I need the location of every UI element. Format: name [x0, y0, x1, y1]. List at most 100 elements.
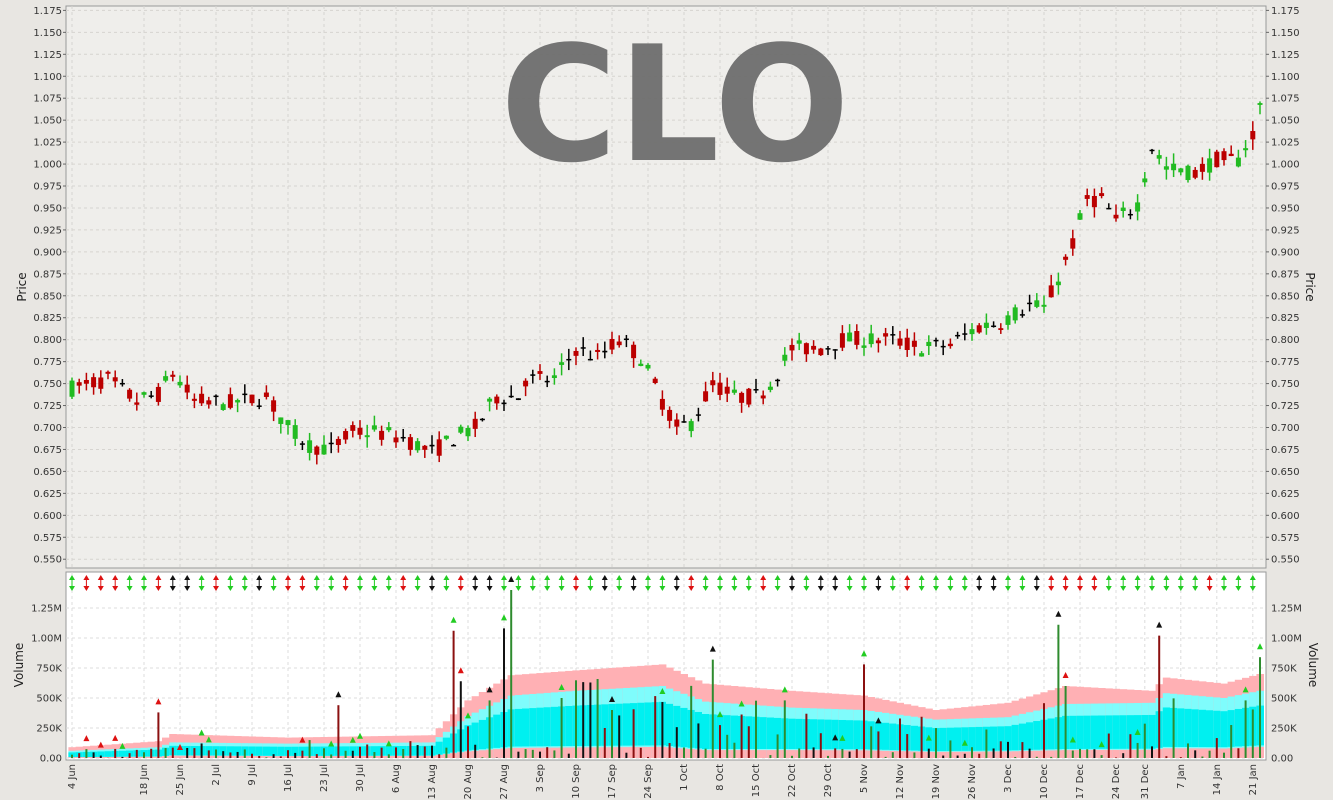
price-tick-label-left: 1.025 — [33, 138, 62, 149]
volume-band-base — [954, 751, 962, 758]
price-tick-label-left: 0.850 — [33, 291, 62, 302]
ohlc-bar-body — [1207, 158, 1213, 173]
volume-band-base — [1162, 748, 1171, 758]
volume-signal-marker — [299, 736, 306, 743]
price-tick-label-right: 0.700 — [1271, 423, 1300, 434]
volume-signal-marker — [1055, 610, 1062, 617]
ohlc-bar-body — [465, 427, 471, 437]
ohlc-bar-body — [775, 379, 781, 382]
volume-band-base — [1047, 750, 1056, 758]
signal-arrow-up — [803, 575, 810, 580]
ohlc-bar-body — [271, 400, 277, 412]
signal-arrow-down — [97, 586, 104, 591]
volume-band-inner — [529, 708, 537, 747]
ohlc-bar-body — [501, 402, 507, 405]
signal-arrow-down — [731, 586, 738, 591]
price-axis-title-right: Price — [1303, 272, 1317, 301]
volume-band-inner — [1162, 707, 1171, 747]
ohlc-bar-body — [206, 400, 212, 405]
volume-band-inner — [522, 708, 530, 747]
volume-band-inner — [234, 746, 242, 756]
volume-band-inner — [946, 727, 955, 751]
volume-band-inner — [975, 726, 984, 751]
ohlc-bar-body — [494, 396, 500, 404]
ohlc-bar-body — [422, 445, 428, 450]
volume-band-inner — [644, 702, 652, 746]
signal-arrow-up — [717, 575, 723, 580]
price-tick-label-right: 1.025 — [1271, 138, 1300, 149]
signal-arrow-up — [558, 575, 565, 580]
ohlc-bar-body — [645, 364, 651, 369]
volume-band-inner — [810, 719, 818, 750]
ohlc-bar-body — [112, 377, 118, 382]
x-tick-label: 12 Nov — [895, 764, 906, 800]
signal-arrow-down — [1019, 586, 1026, 591]
ohlc-bar-body — [746, 388, 752, 405]
ohlc-bar-body — [98, 377, 104, 389]
signal-arrow-up — [184, 575, 191, 580]
volume-tick-label-right: 1.25M — [1271, 604, 1302, 615]
ohlc-bar-body — [753, 389, 759, 391]
volume-band-inner — [889, 723, 897, 751]
signal-arrow-down — [645, 586, 651, 591]
ohlc-bar-body — [616, 341, 622, 346]
ohlc-bar-body — [191, 398, 197, 401]
volume-signal-marker — [457, 667, 464, 674]
volume-signal-marker — [486, 686, 493, 693]
signal-arrow-down — [529, 586, 536, 591]
ohlc-bar-body — [400, 436, 406, 439]
signal-arrow-down — [745, 586, 752, 591]
signal-arrow-up — [976, 575, 983, 580]
volume-signal-marker — [1098, 741, 1105, 748]
x-tick-label: 24 Sep — [643, 764, 654, 799]
signal-arrow-down — [875, 586, 882, 591]
signal-arrow-down — [918, 586, 925, 591]
signal-arrow-down — [429, 586, 435, 591]
volume-band-inner — [1083, 715, 1092, 749]
signal-arrow-up — [990, 575, 997, 580]
ohlc-bar-body — [868, 333, 874, 345]
signal-arrow-up — [371, 575, 378, 580]
volume-signal-marker — [465, 712, 471, 719]
volume-band-inner — [514, 708, 523, 747]
ohlc-bar-body — [148, 395, 154, 397]
signal-arrow-down — [1134, 586, 1141, 591]
ohlc-bar-body — [839, 333, 845, 348]
signal-arrow-up — [861, 575, 867, 580]
ohlc-bar-body — [717, 382, 723, 395]
volume-band-inner — [1191, 709, 1200, 748]
ohlc-bar-body — [227, 394, 233, 408]
signal-arrow-down — [443, 586, 450, 591]
volume-band-inner — [1119, 715, 1128, 749]
signal-arrow-down — [112, 586, 119, 591]
signal-arrow-up — [817, 575, 824, 580]
ohlc-bar-body — [523, 380, 529, 387]
signal-arrow-up — [169, 575, 176, 580]
x-tick-label: 22 Oct — [787, 764, 798, 797]
ohlc-bar-body — [307, 440, 313, 453]
ohlc-bar-body — [141, 392, 147, 395]
volume-band-base — [176, 755, 184, 758]
ohlc-bar-body — [1077, 213, 1083, 220]
volume-band-inner — [262, 746, 271, 756]
ohlc-bar-body — [278, 417, 284, 424]
volume-band-base — [493, 749, 501, 758]
signal-arrow-up — [1105, 575, 1112, 580]
x-tick-label: 9 Jul — [247, 764, 258, 786]
ohlc-bar-body — [335, 438, 341, 446]
signal-arrow-down — [213, 586, 219, 591]
price-tick-label-right: 0.850 — [1271, 291, 1300, 302]
signal-arrow-up — [846, 575, 853, 580]
ohlc-bar-body — [897, 338, 903, 346]
price-tick-label-right: 1.000 — [1271, 160, 1300, 171]
ohlc-bar-body — [508, 395, 514, 398]
volume-band-inner — [1220, 711, 1228, 748]
volume-band-inner — [1011, 724, 1020, 751]
x-tick-label: 16 Jul — [283, 764, 294, 792]
signal-arrow-down — [400, 586, 407, 591]
ohlc-bar-body — [1250, 131, 1256, 140]
ohlc-bar-body — [1235, 157, 1241, 167]
volume-band-inner — [1234, 708, 1243, 747]
ohlc-bar-body — [1199, 163, 1205, 172]
volume-band-base — [644, 747, 652, 758]
